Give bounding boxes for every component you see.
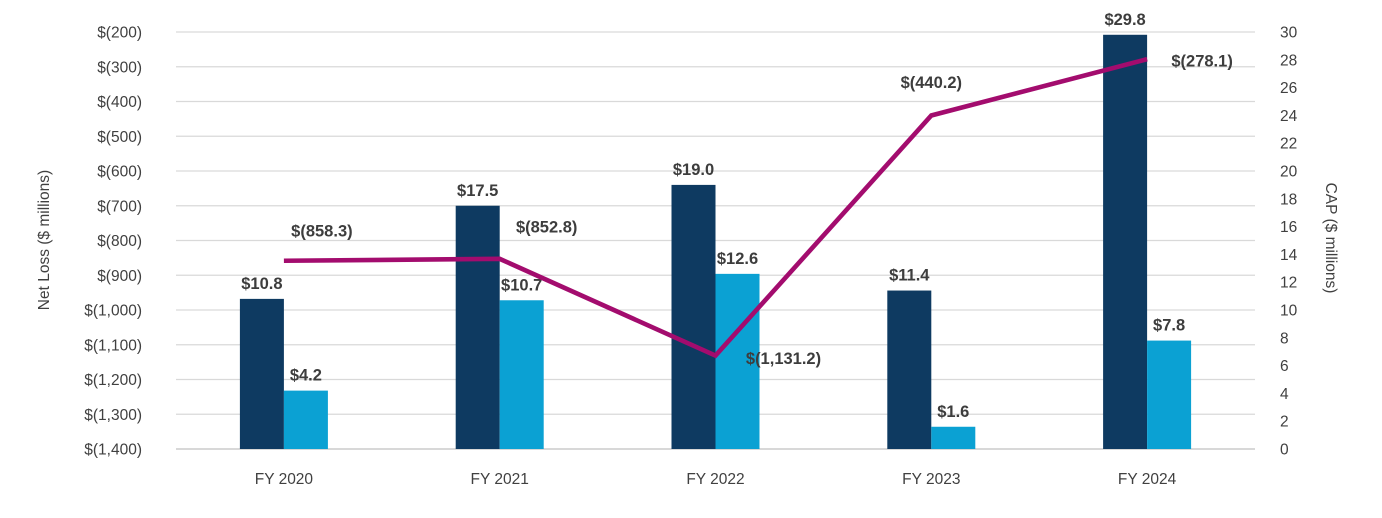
right-axis-tick-label: 18 [1280, 191, 1297, 208]
left-axis-tick-label: $(1,100) [84, 337, 142, 354]
right-axis-tick-label: 10 [1280, 303, 1298, 320]
right-axis-tick-label: 2 [1280, 414, 1289, 431]
left-axis-tick-label: $(300) [97, 59, 142, 76]
dark-navy-bars-bar [1103, 34, 1148, 449]
left-axis-tick-label: $(200) [97, 25, 142, 42]
right-axis-tick-label: 12 [1280, 275, 1297, 292]
left-axis-tick-label: $(1,400) [84, 442, 142, 459]
magenta-line-value-label: $(278.1) [1171, 53, 1232, 71]
light-blue-bars-value-label: $1.6 [937, 403, 969, 421]
right-axis-tick-label: 14 [1280, 247, 1298, 264]
category-label: FY 2023 [902, 471, 960, 488]
dark-navy-bars-value-label: $11.4 [889, 267, 930, 285]
right-axis-tick-label: 6 [1280, 358, 1289, 375]
category-label: FY 2020 [255, 471, 314, 488]
light-blue-bars-value-label: $10.7 [501, 276, 542, 294]
category-label: FY 2024 [1118, 471, 1177, 488]
dark-navy-bars-value-label: $17.5 [457, 182, 498, 200]
magenta-line-value-label: $(858.3) [291, 222, 352, 240]
category-label: FY 2021 [471, 471, 529, 488]
left-axis-tick-label: $(1,300) [84, 407, 142, 424]
right-axis-tick-label: 26 [1280, 80, 1297, 97]
right-axis-tick-label: 24 [1280, 108, 1298, 125]
category-label: FY 2022 [686, 471, 744, 488]
left-axis-tick-label: $(1,200) [84, 372, 142, 389]
left-axis-tick-label: $(1,000) [84, 303, 142, 320]
light-blue-bars-bar [715, 273, 760, 449]
dark-navy-bars-value-label: $29.8 [1104, 11, 1145, 29]
dark-navy-bars-bar [671, 184, 716, 449]
left-axis-tick-label: $(600) [97, 164, 142, 181]
light-blue-bars-value-label: $7.8 [1153, 317, 1185, 335]
right-axis-tick-label: 16 [1280, 219, 1297, 236]
light-blue-bars-bar [499, 300, 544, 449]
right-axis-tick-label: 8 [1280, 330, 1289, 347]
light-blue-bars-value-label: $4.2 [290, 367, 322, 385]
right-axis-tick-label: 20 [1280, 164, 1298, 181]
magenta-line-value-label: $(852.8) [516, 218, 577, 236]
light-blue-bars-bar [1147, 340, 1192, 449]
dark-navy-bars-bar [887, 290, 932, 449]
right-axis-tick-label: 0 [1280, 442, 1289, 459]
dark-navy-bars-value-label: $10.8 [241, 275, 282, 293]
right-axis-tick-label: 30 [1280, 25, 1298, 42]
light-blue-bars-bar [931, 426, 976, 449]
light-blue-bars-bar [283, 390, 328, 449]
left-axis-tick-label: $(500) [97, 129, 142, 146]
left-axis-tick-label: $(400) [97, 94, 142, 111]
left-axis-tick-label: $(800) [97, 233, 142, 250]
dark-navy-bars-value-label: $19.0 [673, 161, 714, 179]
left-axis-tick-label: $(700) [97, 198, 142, 215]
right-axis-tick-label: 28 [1280, 52, 1297, 69]
magenta-line-value-label: $(440.2) [901, 74, 962, 92]
light-blue-bars-value-label: $12.6 [717, 250, 758, 268]
dark-navy-bars-bar [239, 298, 284, 449]
right-axis-tick-label: 22 [1280, 136, 1297, 153]
dark-navy-bars-bar [455, 205, 500, 449]
magenta-line [283, 56, 1148, 359]
left-axis-tick-label: $(900) [97, 268, 142, 285]
magenta-line-value-label: $(1,131.2) [746, 350, 821, 368]
right-axis-tick-label: 4 [1280, 386, 1289, 403]
